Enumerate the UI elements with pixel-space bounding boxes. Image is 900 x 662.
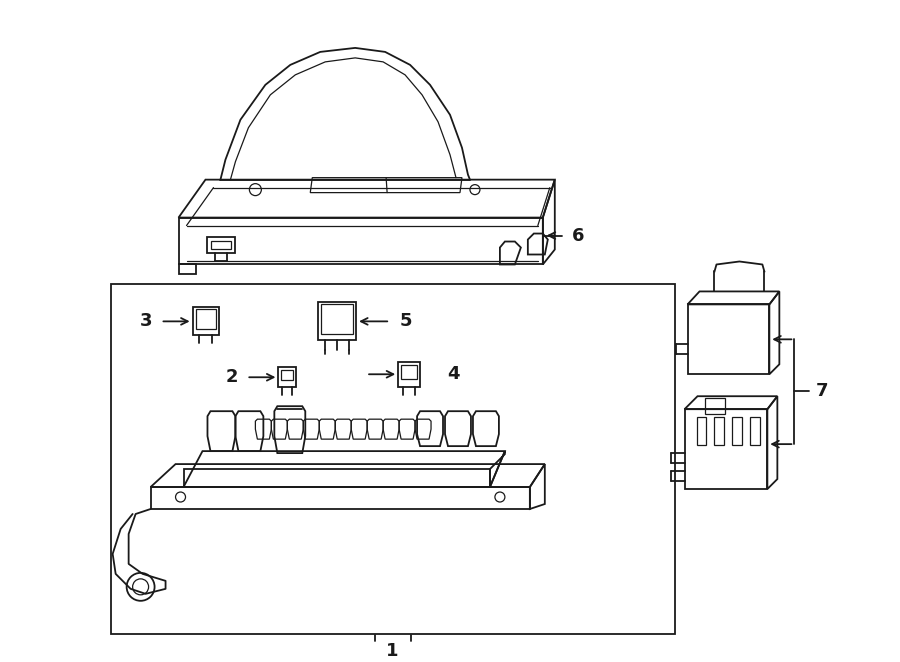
Bar bbox=[401, 365, 417, 379]
Text: 5: 5 bbox=[400, 312, 412, 330]
Bar bbox=[398, 362, 420, 387]
Bar bbox=[751, 417, 760, 445]
Bar bbox=[697, 417, 706, 445]
Text: 7: 7 bbox=[816, 382, 829, 401]
Bar bbox=[111, 285, 675, 634]
Bar bbox=[319, 303, 356, 340]
Bar bbox=[321, 305, 353, 334]
Text: 4: 4 bbox=[446, 365, 459, 383]
Text: 2: 2 bbox=[225, 368, 238, 386]
Text: 3: 3 bbox=[140, 312, 152, 330]
Bar bbox=[195, 309, 217, 330]
Bar bbox=[193, 307, 220, 336]
Bar bbox=[733, 417, 742, 445]
Text: 6: 6 bbox=[572, 226, 584, 244]
Bar bbox=[715, 417, 724, 445]
Bar bbox=[278, 367, 296, 387]
Text: 1: 1 bbox=[386, 641, 399, 660]
Bar bbox=[282, 370, 293, 380]
